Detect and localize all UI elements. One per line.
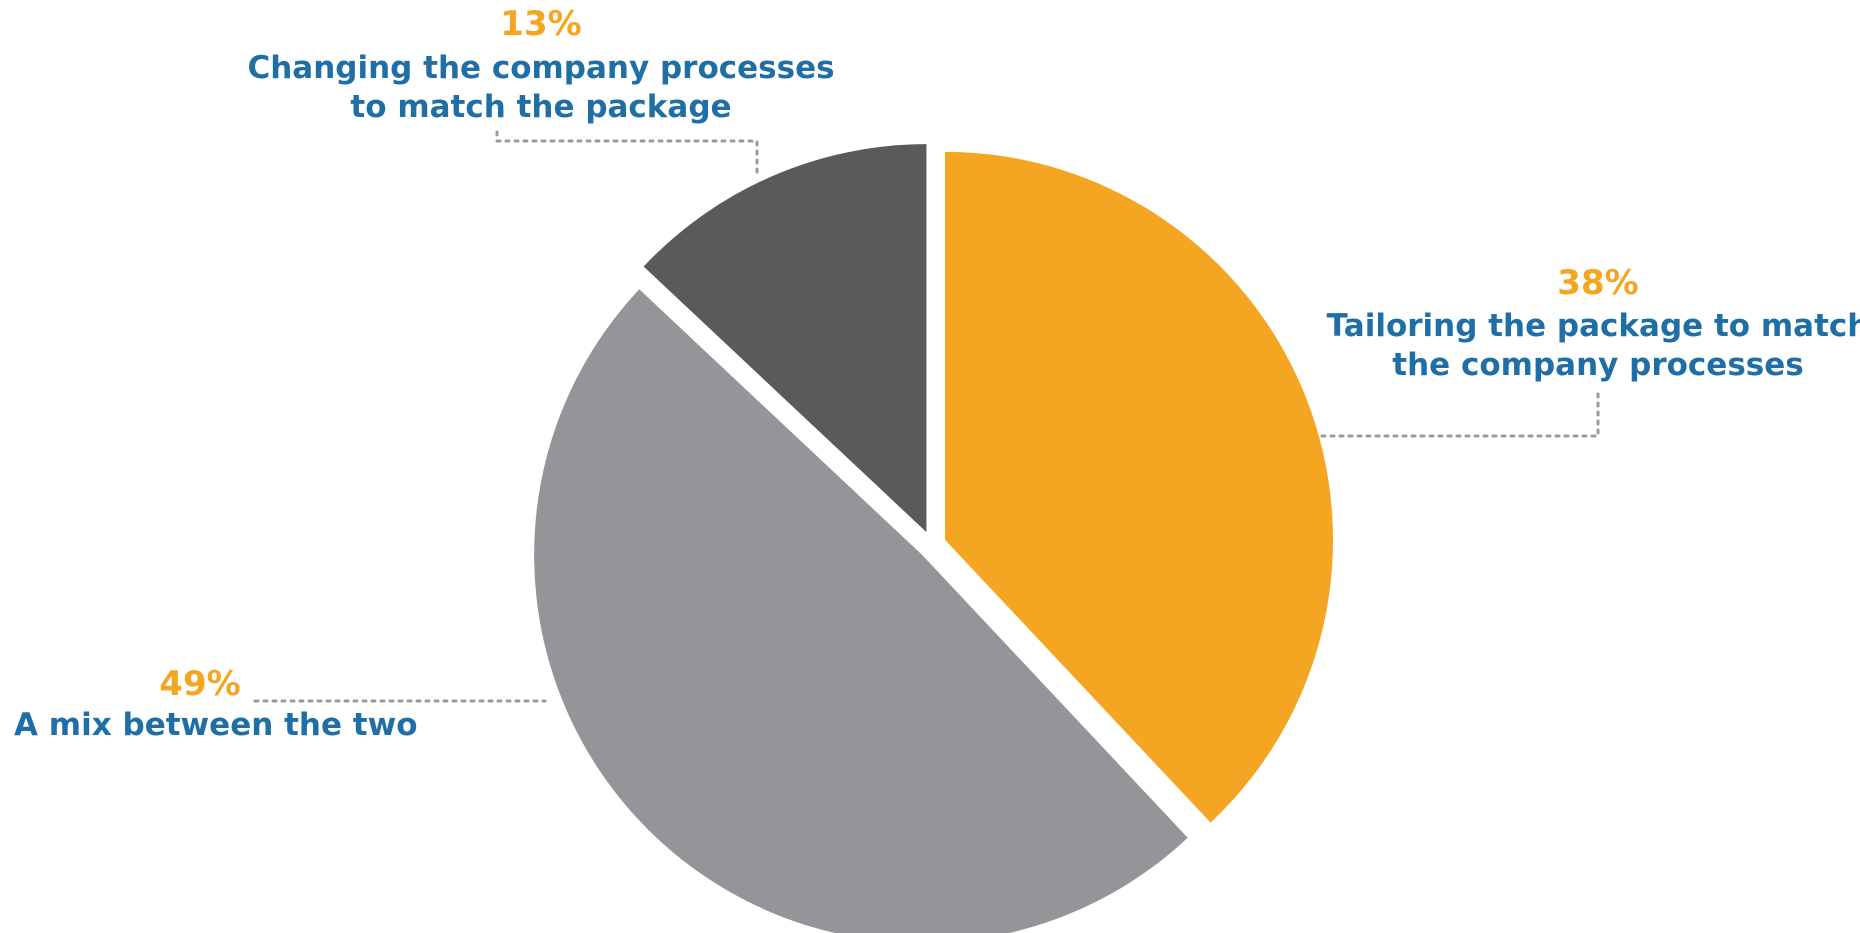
value-label-changing: 13% xyxy=(500,4,581,44)
leader-line-changing xyxy=(495,130,759,174)
category-label-mix: A mix between the two xyxy=(14,707,418,743)
pie-slices xyxy=(534,144,1334,933)
value-label-tailoring: 38% xyxy=(1557,263,1638,303)
slice-mix xyxy=(534,289,1188,933)
category-label-tailoring-line2: the company processes xyxy=(1392,347,1803,383)
slice-tailoring xyxy=(945,151,1334,823)
category-label-changing-line2: to match the package xyxy=(350,89,731,125)
slice-changing xyxy=(643,144,927,533)
slice-label-tailoring: 38% Tailoring the package to match the c… xyxy=(1327,263,1860,383)
category-label-changing-line1: Changing the company processes xyxy=(247,50,834,86)
slice-label-changing: 13% Changing the company processes to ma… xyxy=(247,4,834,125)
category-label-tailoring-line1: Tailoring the package to match xyxy=(1327,308,1860,344)
leader-line-tailoring xyxy=(1320,386,1600,438)
value-label-mix: 49% xyxy=(159,664,240,704)
slice-label-mix: 49% A mix between the two xyxy=(14,664,418,743)
